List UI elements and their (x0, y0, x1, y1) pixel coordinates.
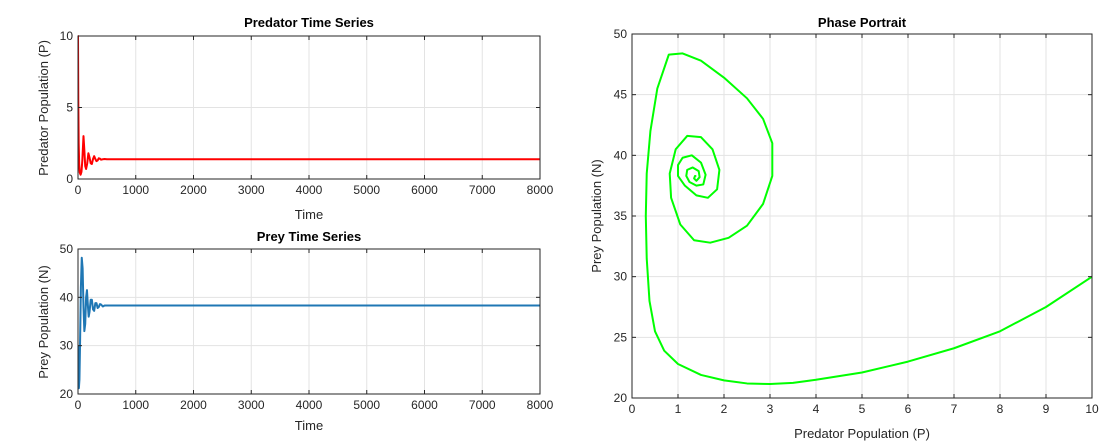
predator-ticks: 0 1000 2000 3000 4000 5000 6000 7000 8000 0 5 10 (60, 29, 554, 197)
phase-x-tick-label: 6 (905, 402, 912, 416)
phase-x-tick-label: 1 (675, 402, 682, 416)
phase-y-tick-label: 20 (614, 391, 628, 405)
predator-x-tick-label: 7000 (469, 183, 496, 197)
phase-x-tick-label: 8 (997, 402, 1004, 416)
phase-x-tick-label: 10 (1085, 402, 1099, 416)
phase-y-tick-label: 40 (614, 148, 628, 162)
prey-x-tick-label: 1000 (122, 398, 149, 412)
predator-y-tick-label: 5 (66, 101, 73, 115)
predator-x-tick-label: 1000 (122, 183, 149, 197)
predator-x-tick-label: 6000 (411, 183, 438, 197)
phase-y-axis-label: Prey Population (N) (589, 159, 604, 272)
phase-y-tick-label: 50 (614, 27, 628, 41)
phase-chart-title: Phase Portrait (818, 15, 907, 30)
phase-x-axis-label: Predator Population (P) (794, 426, 930, 441)
predator-chart-title: Predator Time Series (244, 15, 374, 30)
prey-ticks: 0 1000 2000 3000 4000 5000 6000 7000 8000 20 30 40 5… (60, 242, 554, 412)
predator-x-tick-label: 4000 (296, 183, 323, 197)
predator-y-axis-label: Predator Population (P) (36, 40, 51, 176)
phase-y-tick-label: 30 (614, 270, 628, 284)
prey-x-tick-label: 0 (75, 398, 82, 412)
prey-x-tick-label: 5000 (353, 398, 380, 412)
phase-x-tick-label: 5 (859, 402, 866, 416)
prey-x-tick-label: 4000 (296, 398, 323, 412)
prey-x-tick-label: 8000 (527, 398, 554, 412)
predator-y-tick-label: 0 (66, 172, 73, 186)
prey-chart-title: Prey Time Series (257, 229, 362, 244)
predator-time-series-panel: Predator Time Series Time Predator Popul… (36, 15, 554, 222)
phase-x-tick-label: 4 (813, 402, 820, 416)
phase-x-tick-label: 7 (951, 402, 958, 416)
phase-portrait-panel: Phase Portrait Predator Population (P) P… (589, 15, 1099, 441)
prey-series-line (78, 256, 540, 390)
prey-time-series-panel: Prey Time Series Time Prey Population (N… (36, 229, 554, 433)
phase-series-line (644, 52, 1092, 386)
prey-x-tick-label: 2000 (180, 398, 207, 412)
predator-x-tick-label: 0 (75, 183, 82, 197)
predator-x-tick-label: 8000 (527, 183, 554, 197)
predator-series-line (78, 35, 540, 176)
prey-y-tick-label: 20 (60, 387, 74, 401)
prey-y-tick-label: 50 (60, 242, 74, 256)
prey-y-tick-label: 30 (60, 339, 74, 353)
predator-x-tick-label: 5000 (353, 183, 380, 197)
predator-x-tick-label: 3000 (238, 183, 265, 197)
prey-y-axis-label: Prey Population (N) (36, 265, 51, 378)
phase-y-tick-label: 45 (614, 88, 628, 102)
prey-x-tick-label: 3000 (238, 398, 265, 412)
phase-x-tick-label: 2 (721, 402, 728, 416)
prey-plot: 0 1000 2000 3000 4000 5000 6000 7000 8000 20 30 40 5… (60, 242, 554, 412)
phase-x-tick-label: 3 (767, 402, 774, 416)
phase-y-tick-label: 35 (614, 209, 628, 223)
prey-y-tick-label: 40 (60, 290, 74, 304)
predator-x-axis-label: Time (295, 207, 323, 222)
phase-x-tick-label: 9 (1043, 402, 1050, 416)
prey-x-tick-label: 6000 (411, 398, 438, 412)
predator-plot: 0 1000 2000 3000 4000 5000 6000 7000 8000 0 5 10 (60, 29, 554, 197)
predator-y-tick-label: 10 (60, 29, 74, 43)
prey-x-tick-label: 7000 (469, 398, 496, 412)
phase-x-tick-label: 0 (629, 402, 636, 416)
predator-x-tick-label: 2000 (180, 183, 207, 197)
prey-x-axis-label: Time (295, 418, 323, 433)
phase-y-tick-label: 25 (614, 330, 628, 344)
